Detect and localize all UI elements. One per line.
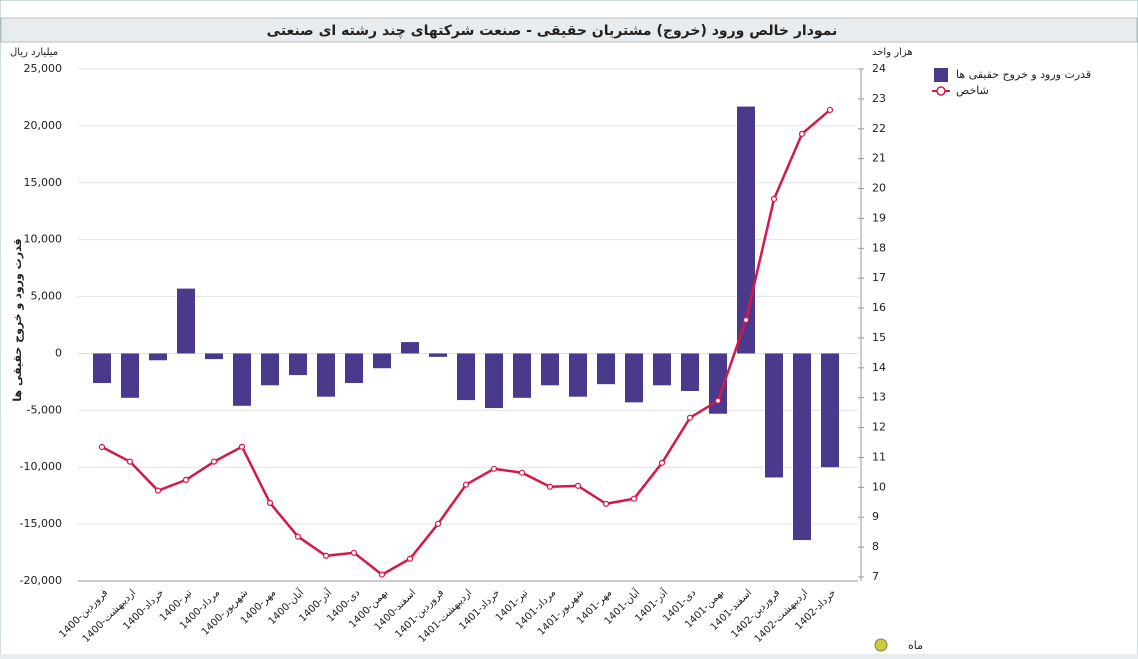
bar (401, 342, 419, 354)
line-point (378, 571, 386, 578)
line-point (798, 130, 806, 137)
y2-tick-label: 9 (872, 510, 879, 523)
bar (485, 353, 503, 409)
y2-tick-label: 12 (872, 421, 886, 434)
bar (765, 353, 783, 478)
y2-tick-label: 21 (872, 152, 886, 165)
line-point (714, 397, 722, 404)
bar (541, 353, 559, 386)
line-point (182, 476, 190, 483)
y2-tick-label: 20 (872, 182, 886, 195)
y2-tick-label: 19 (872, 211, 886, 224)
y2-tick-label: 10 (872, 480, 886, 493)
y-tick-label: -10,000 (20, 460, 62, 473)
line-point (686, 414, 694, 421)
y2-tick-label: 11 (872, 450, 886, 463)
legend-swatch (934, 68, 948, 82)
line-point (518, 469, 526, 476)
line-point (462, 481, 470, 488)
bar (653, 353, 671, 386)
bar (457, 353, 475, 401)
bar (289, 353, 307, 376)
y2-tick-label: 24 (872, 62, 886, 75)
y2-tick-label: 22 (872, 122, 886, 135)
line-point (546, 483, 554, 490)
y-tick-label: 0 (55, 346, 62, 359)
line-point (574, 482, 582, 489)
line-point (434, 520, 442, 527)
line-point (266, 499, 274, 506)
line-point (126, 458, 134, 465)
y2-tick-label: 15 (872, 331, 886, 344)
y2-tick-label: 16 (872, 301, 886, 314)
y2-tick-label: 8 (872, 540, 879, 553)
line-point (350, 549, 358, 556)
line-point (294, 533, 302, 540)
legend-label: شاخص (956, 84, 989, 97)
bar (429, 353, 447, 357)
bar (149, 353, 167, 361)
x-axis-title: ماه (908, 639, 923, 652)
y-axis-unit: میلیارد ریال (10, 47, 58, 58)
bar (821, 353, 839, 468)
line-point (630, 495, 638, 502)
title-bar (0, 17, 1138, 43)
y-tick-label: -5,000 (27, 403, 62, 416)
line-point (742, 316, 750, 324)
bar (793, 353, 811, 541)
bar (513, 353, 531, 398)
bar (625, 353, 643, 403)
y2-tick-label: 18 (872, 241, 886, 254)
chart-title: نمودار خالص ورود (خروج) مشتریان حقیقی - … (267, 23, 838, 39)
legend-label: قدرت ورود و خروج حقیقی ها (956, 68, 1091, 81)
y-tick-label: 10,000 (24, 233, 63, 246)
y-tick-label: 25,000 (24, 62, 63, 75)
settings-icon[interactable] (874, 638, 888, 652)
line-point (238, 443, 246, 450)
y-tick-label: -15,000 (20, 517, 62, 530)
bar (345, 353, 363, 384)
bar (569, 353, 587, 397)
y2-tick-label: 13 (872, 391, 886, 404)
legend-swatch (936, 86, 946, 96)
bar (121, 353, 139, 398)
y-axis-title: قدرت ورود و خروج حقیقی ها (11, 238, 25, 401)
y2-tick-label: 14 (872, 361, 886, 374)
line-point (490, 465, 498, 472)
line-point (98, 443, 106, 451)
y2-tick-label: 23 (872, 92, 886, 105)
y-tick-label: 20,000 (24, 119, 63, 132)
bar (681, 353, 699, 391)
line-point (602, 500, 610, 507)
y-tick-label: 15,000 (24, 176, 63, 189)
line-point (210, 458, 218, 465)
bar (709, 353, 727, 414)
bar (177, 288, 195, 354)
bar (317, 353, 335, 397)
bar (205, 353, 223, 360)
line-point (154, 487, 162, 494)
y2-tick-label: 17 (872, 271, 886, 284)
y-tick-label: -20,000 (20, 574, 62, 587)
y2-tick-label: 7 (872, 570, 879, 583)
line-point (322, 552, 330, 559)
line-point (770, 195, 778, 203)
line-point (826, 106, 834, 114)
y-tick-label: 5,000 (31, 290, 63, 303)
bar (261, 353, 279, 386)
bar (597, 353, 615, 385)
line-point (658, 459, 666, 466)
y2-axis-unit: هزار واحد (872, 47, 913, 58)
status-bar (0, 654, 1138, 659)
bar (93, 353, 111, 384)
bar (737, 106, 755, 354)
bar (233, 353, 251, 406)
line-point (406, 555, 414, 562)
bar (373, 353, 391, 369)
